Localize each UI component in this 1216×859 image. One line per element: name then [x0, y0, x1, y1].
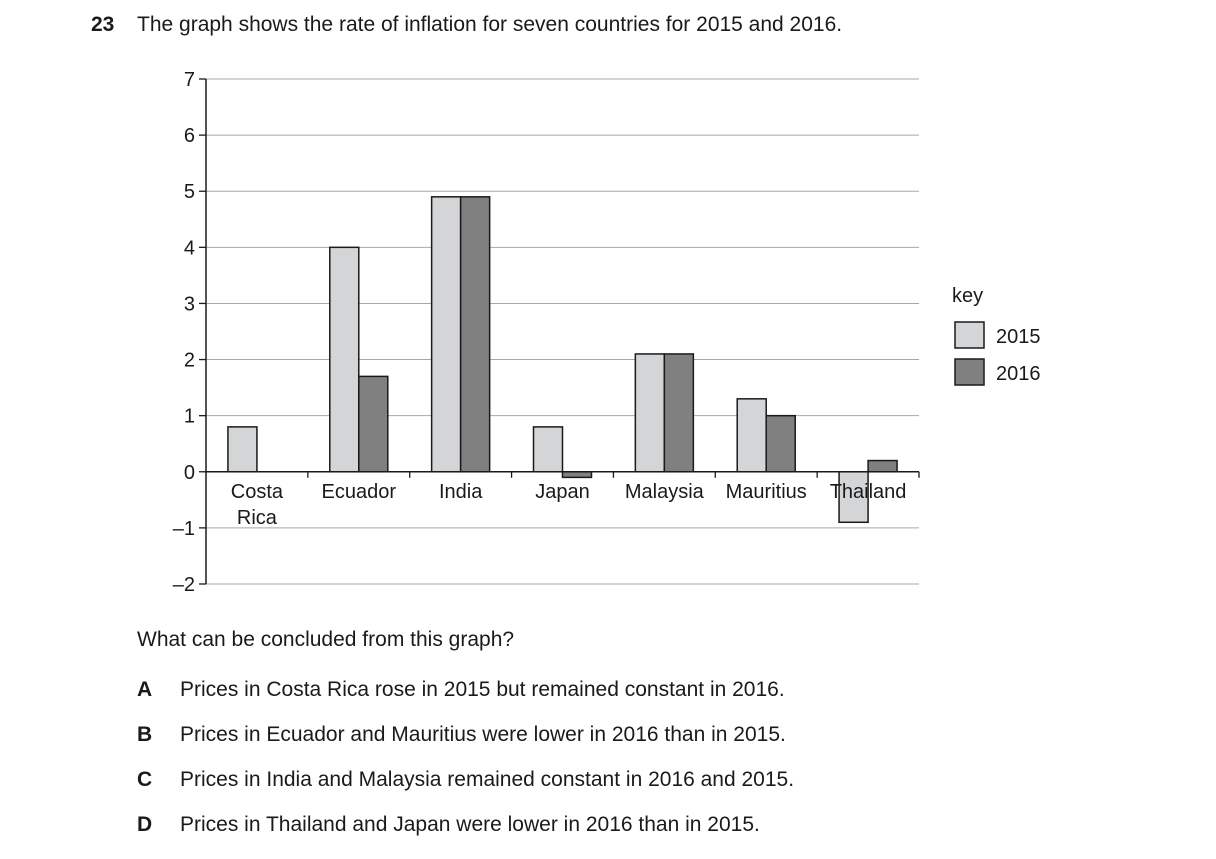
option-text: Prices in India and Malaysia remained co…: [180, 768, 795, 791]
category-label: Rica: [237, 507, 278, 529]
y-tick-label: 2: [184, 350, 195, 372]
bar-2016: [459, 196, 491, 473]
category-label: Malaysia: [625, 481, 705, 503]
bars: [227, 196, 898, 524]
bar-2015: [430, 196, 462, 473]
y-tick-label: 3: [184, 293, 195, 315]
legend-label: 2015: [996, 326, 1041, 348]
bar-2015: [736, 398, 767, 473]
y-tick-label: 7: [184, 69, 195, 91]
question-number: 23: [91, 13, 115, 36]
y-tick-label: –2: [173, 574, 195, 596]
option-text: Prices in Thailand and Japan were lower …: [180, 813, 760, 836]
option-letter: B: [137, 723, 153, 746]
legend-label: 2016: [996, 363, 1041, 385]
category-label: India: [439, 481, 483, 503]
y-tick-label: 0: [184, 462, 195, 484]
category-labels: Costa Rica Ecuador India Japan Malaysia Maurit…: [231, 481, 907, 529]
bar-2016: [561, 471, 593, 479]
gridlines: [206, 78, 919, 585]
bar-2015: [329, 246, 360, 473]
question-stem: The graph shows the rate of inflation fo…: [137, 13, 843, 36]
option-letter: C: [137, 768, 153, 791]
y-tick-label: –1: [173, 518, 195, 540]
bar-2015: [227, 426, 258, 473]
inflation-bar-chart: 7 6 5 4 3 2 1 0 –1 –2 Costa Rica Ecuador India Japan M…: [173, 69, 1041, 596]
y-tick-label: 4: [184, 237, 195, 259]
option-text: Prices in Costa Rica rose in 2015 but re…: [180, 678, 785, 701]
axes: 7 6 5 4 3 2 1 0 –1 –2: [173, 69, 920, 596]
bar-2016: [358, 375, 389, 473]
legend: key 2015 2016: [952, 285, 1041, 386]
y-tick-label: 1: [184, 406, 195, 428]
bar-2015: [634, 353, 666, 473]
y-tick-label: 6: [184, 125, 195, 147]
option-letter: A: [137, 678, 153, 701]
question-prompt: What can be concluded from this graph?: [137, 628, 515, 651]
category-label: Thailand: [830, 481, 907, 503]
y-tick-label: 5: [184, 181, 195, 203]
legend-swatch-2016: [954, 358, 985, 386]
option-letter: D: [137, 813, 153, 836]
category-label: Ecuador: [322, 481, 397, 503]
category-label: Japan: [535, 481, 590, 503]
bar-2015: [532, 426, 564, 473]
option-text: Prices in Ecuador and Mauritius were low…: [180, 723, 786, 746]
legend-title: key: [952, 285, 983, 307]
bar-2016: [867, 459, 898, 473]
category-label: Costa: [231, 481, 284, 503]
bar-2016: [765, 414, 796, 473]
category-label: Mauritius: [726, 481, 807, 503]
legend-swatch-2015: [954, 321, 985, 349]
bar-2016: [663, 353, 695, 473]
